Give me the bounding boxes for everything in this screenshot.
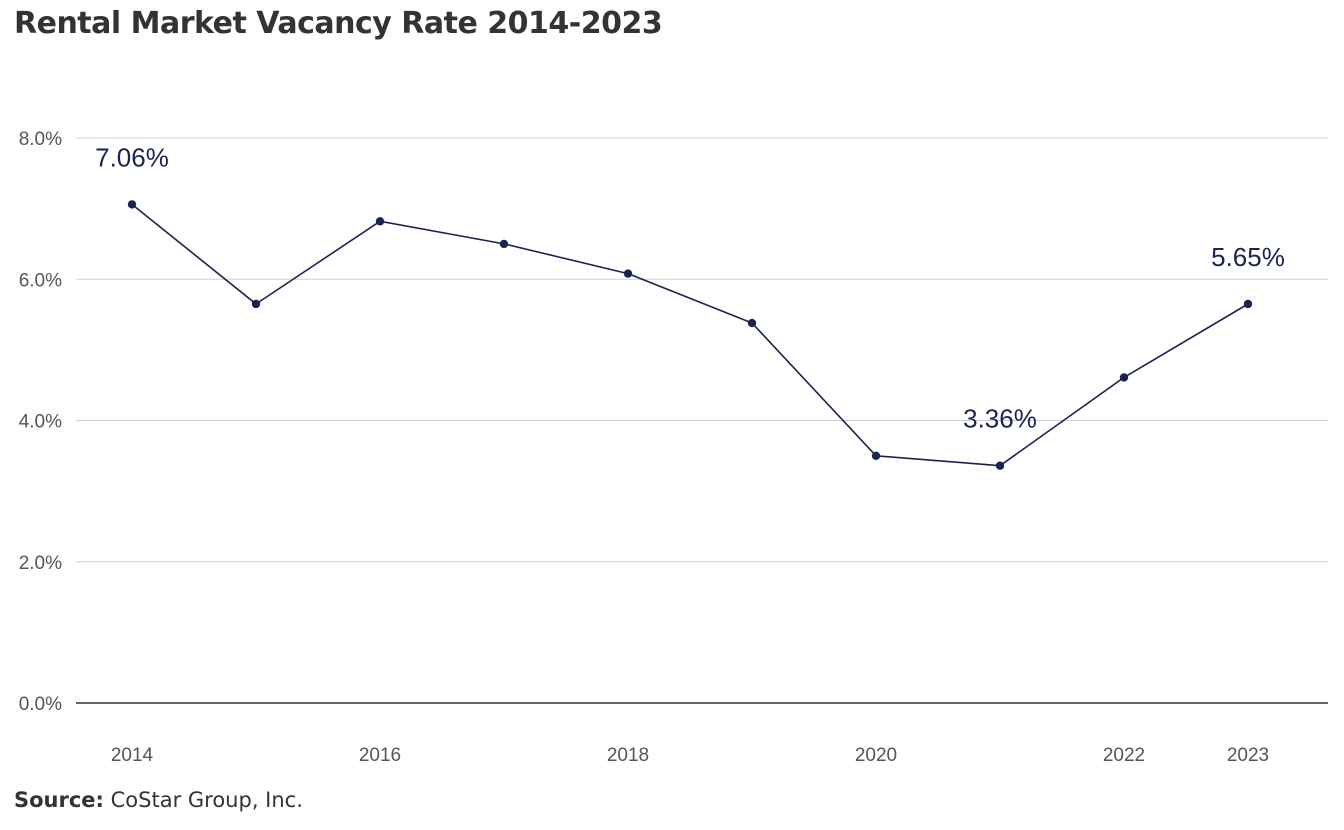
y-axis-ticks: 0.0% 2.0% 4.0% 6.0% 8.0% [19,129,62,715]
data-point [1243,299,1253,309]
data-point [747,318,757,328]
y-tick-label: 8.0% [19,129,62,150]
data-point [1119,373,1129,382]
source-text: CoStar Group, Inc. [110,788,303,812]
data-point [251,299,261,309]
series-line [131,203,1249,467]
x-tick-label: 2018 [607,745,649,766]
x-tick-label: 2014 [111,745,154,766]
data-point [995,461,1005,470]
source-note: Source: CoStar Group, Inc. [14,788,303,812]
series-points [127,200,1253,470]
x-tick-label: 2023 [1227,745,1269,766]
data-labels: 7.06% 3.36% 5.65% [95,142,1285,433]
data-label: 3.36% [963,404,1037,434]
data-label: 5.65% [1211,242,1285,272]
x-tick-label: 2020 [855,745,897,766]
source-label: Source: [14,788,104,812]
data-point [499,239,509,249]
data-point [127,200,137,209]
y-tick-label: 6.0% [19,270,62,291]
y-tick-label: 4.0% [19,412,62,433]
y-tick-label: 2.0% [19,553,62,574]
gridlines [76,137,1328,704]
series-line-path [131,203,1249,467]
x-axis-ticks: 2014 2016 2018 2020 2022 2023 [111,745,1269,766]
x-tick-label: 2022 [1103,745,1145,766]
data-point [623,269,633,278]
chart-title: Rental Market Vacancy Rate 2014-2023 [14,6,663,41]
data-label: 7.06% [95,142,169,172]
data-point [871,451,881,461]
data-point [375,217,385,226]
y-tick-label: 0.0% [19,694,62,715]
x-tick-label: 2016 [359,745,401,766]
